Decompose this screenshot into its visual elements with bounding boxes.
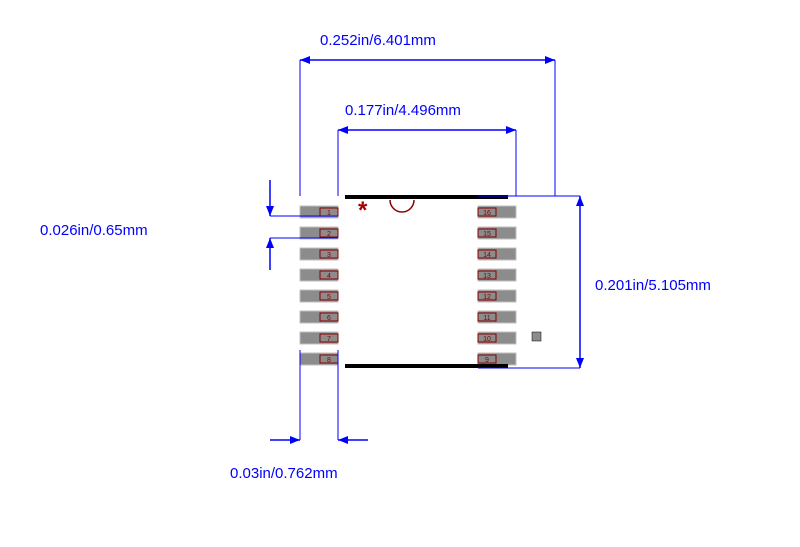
- pin-number: 14: [483, 252, 491, 259]
- dim-pin-pitch: 0.026in/0.65mm: [40, 222, 148, 239]
- pin-number: 11: [483, 315, 490, 322]
- pin-number: 3: [327, 252, 331, 259]
- pin-number: 4: [327, 273, 331, 280]
- pin-number: 10: [483, 336, 491, 343]
- pin1-marker: *: [358, 197, 368, 224]
- polarity-mark: [532, 332, 541, 341]
- dim-width-outer: 0.252in/6.401mm: [320, 32, 436, 49]
- pin1-arc: [390, 200, 414, 212]
- pin-number: 15: [483, 231, 491, 238]
- pin-number: 8: [327, 357, 331, 364]
- pin-number: 2: [327, 231, 331, 238]
- silk-bottom: [345, 364, 508, 368]
- pin-number: 9: [485, 357, 489, 364]
- pin-number: 5: [327, 294, 331, 301]
- pin-number: 12: [483, 294, 491, 301]
- dim-pin-ext: 0.03in/0.762mm: [230, 465, 338, 482]
- pin-number: 13: [483, 273, 491, 280]
- pin-number: 16: [483, 210, 491, 217]
- dim-height: 0.201in/5.105mm: [595, 277, 711, 294]
- pin-number: 6: [327, 315, 331, 322]
- pin-number: 7: [327, 336, 331, 343]
- dim-width-inner: 0.177in/4.496mm: [345, 102, 461, 119]
